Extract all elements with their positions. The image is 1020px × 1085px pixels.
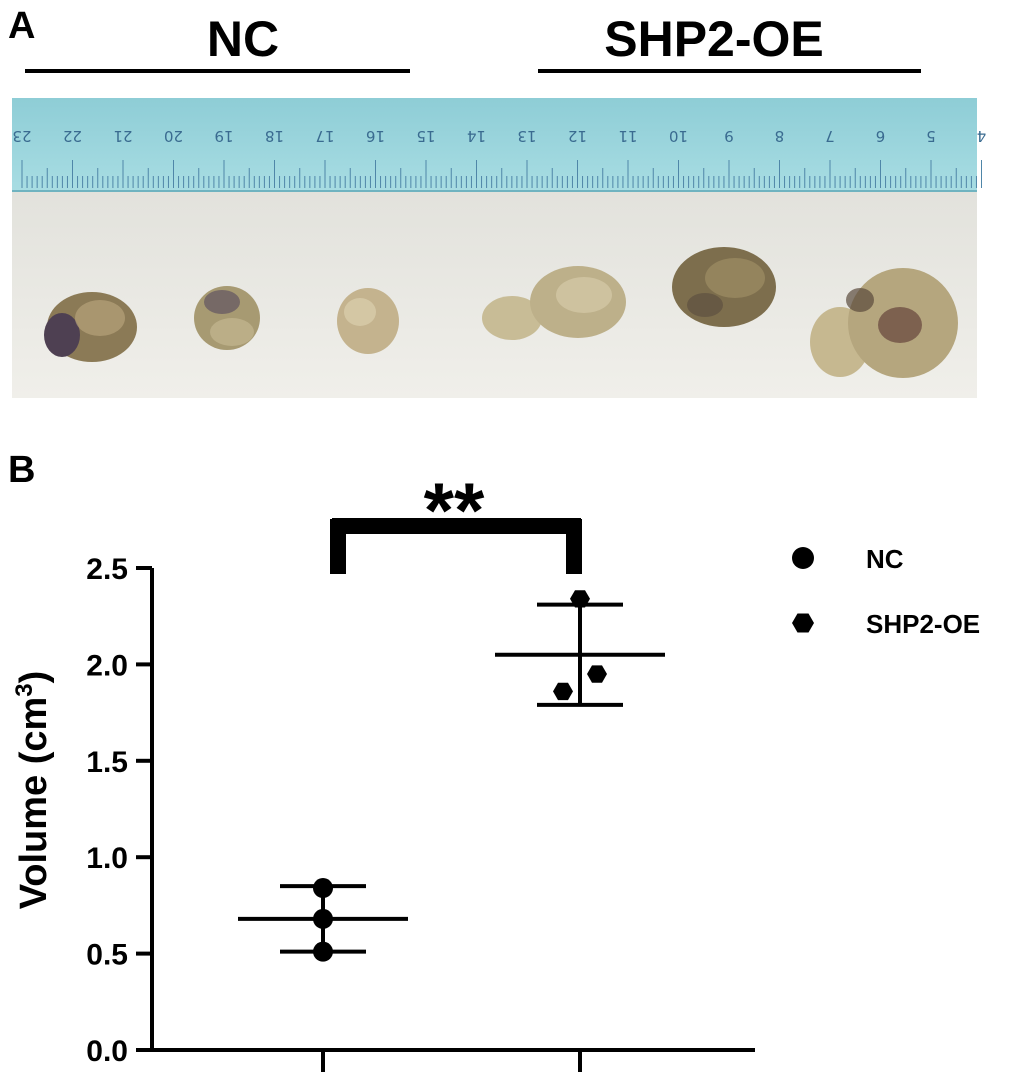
tumor-oe-3 xyxy=(810,268,958,378)
legend-label-shp2-oe: SHP2-OE xyxy=(866,609,980,639)
ruler-number: 7 xyxy=(825,127,835,145)
ruler-number: 21 xyxy=(113,127,132,145)
tumor-nc-3 xyxy=(337,288,399,354)
y-tick-label: 1.5 xyxy=(86,746,128,779)
ruler xyxy=(12,98,977,192)
panel-a-nc-label: NC xyxy=(207,11,279,67)
ruler-number: 10 xyxy=(669,127,688,145)
data-point-shp2-oe xyxy=(570,590,590,608)
tumor-nc-1 xyxy=(44,292,137,362)
y-tick-label: 2.5 xyxy=(86,553,128,586)
ruler-number: 18 xyxy=(265,127,284,145)
y-axis-label: Volume (cm3) xyxy=(11,671,55,910)
legend: NC SHP2-OE xyxy=(792,544,980,639)
y-tick-label: 0.5 xyxy=(86,939,128,972)
significance-bracket xyxy=(330,518,582,574)
data-point-shp2-oe xyxy=(587,665,607,683)
plot-area xyxy=(238,590,665,962)
tumor-nc-2 xyxy=(194,286,260,350)
data-point-nc xyxy=(313,878,333,899)
ruler-number: 12 xyxy=(568,127,587,145)
tumor-photo: 23 22 21 20 19 18 17 16 15 14 13 12 11 10 9 8 7 6 5 4 xyxy=(12,98,986,398)
ruler-number: 6 xyxy=(876,127,886,145)
significance-asterisks: ** xyxy=(424,466,485,554)
ruler-number: 14 xyxy=(467,127,486,145)
panel-a-shp2-label: SHP2-OE xyxy=(604,11,824,67)
y-tick-label: 1.0 xyxy=(86,842,128,875)
ruler-number: 4 xyxy=(977,127,987,145)
y-tick-label: 0.0 xyxy=(86,1035,128,1068)
y-tick-label: 2.0 xyxy=(86,649,128,682)
ruler-number: 9 xyxy=(724,127,734,145)
x-axis xyxy=(150,1048,755,1072)
legend-marker-nc xyxy=(792,547,814,569)
data-point-nc xyxy=(313,908,333,929)
y-axis-label-superscript: 3 xyxy=(11,683,38,696)
panel-b-letter: B xyxy=(8,449,35,491)
y-axis: 0.0 0.5 1.0 1.5 2.0 2.5 xyxy=(86,553,154,1068)
tumor-oe-1 xyxy=(482,266,626,340)
data-point-nc xyxy=(313,941,333,962)
ruler-number: 23 xyxy=(12,127,31,145)
ruler-numbers: 23 22 21 20 19 18 17 16 15 14 13 12 11 10 9 8 7 6 5 4 xyxy=(12,127,986,145)
ruler-number: 22 xyxy=(63,127,82,145)
legend-marker-shp2-oe xyxy=(792,613,814,633)
ruler-number: 16 xyxy=(366,127,385,145)
ruler-number: 11 xyxy=(618,127,637,145)
ruler-number: 5 xyxy=(926,127,936,145)
ruler-number: 8 xyxy=(775,127,785,145)
ruler-number: 17 xyxy=(315,127,334,145)
panel-a-letter: A xyxy=(8,5,35,47)
ruler-number: 13 xyxy=(517,127,536,145)
legend-label-nc: NC xyxy=(866,544,904,574)
ruler-number: 20 xyxy=(164,127,183,145)
ruler-ticks xyxy=(21,160,982,188)
ruler-number: 19 xyxy=(214,127,233,145)
ruler-number: 15 xyxy=(416,127,435,145)
tumor-oe-2 xyxy=(672,247,776,327)
y-ticks: 0.0 0.5 1.0 1.5 2.0 2.5 xyxy=(86,553,152,1068)
data-point-shp2-oe xyxy=(553,682,573,701)
